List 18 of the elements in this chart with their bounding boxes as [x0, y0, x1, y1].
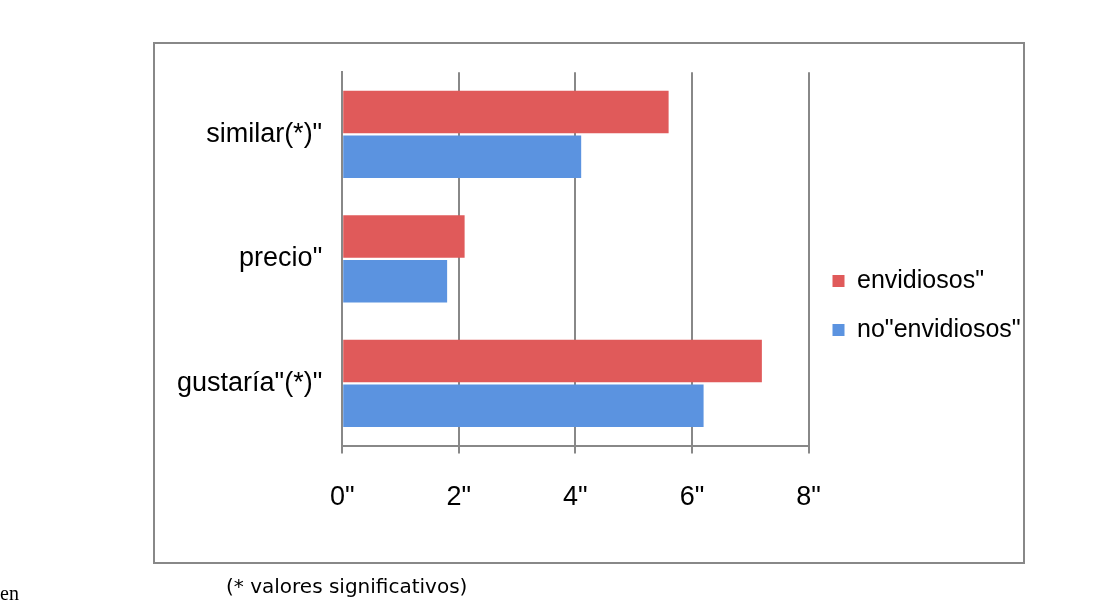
bar — [343, 90, 669, 134]
x-tick-label: 6" — [679, 481, 705, 512]
bar — [343, 339, 762, 383]
bar — [343, 135, 582, 179]
x-tick-label: 8" — [796, 481, 821, 512]
bar — [343, 384, 704, 428]
x-tick-label: 4" — [563, 481, 588, 512]
y-tick-label: precio" — [239, 242, 323, 273]
legend-label: no"envidiosos" — [857, 313, 1021, 342]
x-tick-label: 0" — [329, 481, 355, 512]
legend-label: envidiosos" — [857, 264, 985, 293]
x-tick-label: 2" — [446, 481, 472, 512]
y-tick-label: gustaría"(*)" — [177, 366, 323, 397]
text: en — [0, 582, 19, 605]
bar — [343, 260, 448, 303]
bar — [343, 215, 465, 258]
text: (* valores significativos) — [226, 574, 468, 598]
y-tick-label: similar(*)" — [206, 117, 323, 148]
